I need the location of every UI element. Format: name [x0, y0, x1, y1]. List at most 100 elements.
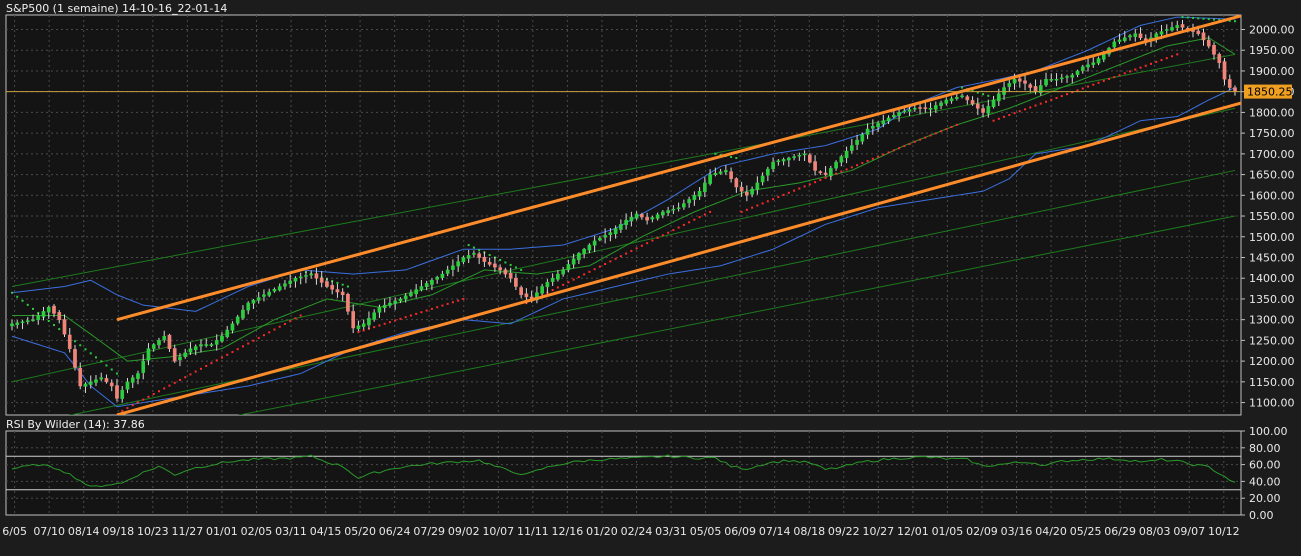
- candle-body: [886, 117, 891, 122]
- candle-body: [855, 139, 859, 145]
- y-tick-label: 2000.00: [1249, 24, 1295, 37]
- last-price-label: 1850.25: [1247, 86, 1293, 99]
- x-tick-label: 10/07: [482, 525, 514, 538]
- candle-body: [141, 360, 146, 373]
- sar-dot: [903, 145, 906, 148]
- sar-dot: [856, 164, 859, 167]
- sar-dot: [26, 303, 29, 306]
- sar-dot: [31, 307, 34, 310]
- sar-dot: [693, 218, 696, 221]
- candle-body: [870, 125, 875, 129]
- x-tick-label: 02/24: [621, 525, 653, 538]
- candle-body: [277, 286, 282, 291]
- sar-dot: [451, 301, 454, 304]
- candle-body: [487, 261, 492, 265]
- candle-body: [351, 311, 356, 329]
- sar-dot: [819, 179, 822, 182]
- rsi-panel: [5, 430, 1242, 516]
- sar-dot: [1039, 102, 1042, 105]
- candle-body: [1117, 39, 1122, 42]
- y-tick-label: 1350.00: [1249, 293, 1295, 306]
- sar-dot: [73, 340, 76, 343]
- candle-body: [183, 352, 188, 358]
- x-tick-label: 10/23: [137, 525, 169, 538]
- sar-dot: [215, 359, 218, 362]
- sar-dot: [1228, 19, 1231, 22]
- candle-body: [682, 203, 686, 208]
- candle-body: [981, 108, 985, 113]
- candle-body: [1028, 84, 1033, 88]
- candle-body: [739, 186, 744, 192]
- candle-body: [802, 153, 807, 156]
- sar-dot: [588, 270, 591, 273]
- candle-body: [382, 304, 387, 308]
- candle-body: [1206, 39, 1211, 47]
- candle-body: [750, 188, 754, 195]
- sar-dot: [1071, 91, 1074, 94]
- sar-dot: [472, 246, 475, 249]
- candle-body: [146, 348, 151, 361]
- x-tick-label: 09/02: [448, 525, 480, 538]
- candle-body: [204, 344, 209, 346]
- candle-body: [1154, 33, 1159, 38]
- candle-body: [960, 95, 964, 98]
- candle-body: [629, 216, 634, 222]
- candle-body: [94, 379, 98, 383]
- y-tick-label: 1300.00: [1249, 314, 1295, 327]
- candle-body: [356, 325, 361, 330]
- sar-dot: [1092, 83, 1095, 86]
- candle-body: [78, 367, 83, 387]
- sar-dot: [1218, 18, 1221, 21]
- candle-body: [519, 287, 523, 296]
- sar-dot: [157, 390, 160, 393]
- sar-dot: [541, 294, 544, 297]
- sar-dot: [399, 317, 402, 320]
- candle-body: [346, 293, 350, 312]
- y-tick-label: 1900.00: [1249, 65, 1295, 78]
- sar-dot: [178, 379, 181, 382]
- sar-dot: [593, 268, 596, 271]
- candle-body: [792, 156, 796, 158]
- sar-dot: [1003, 115, 1006, 118]
- sar-dot: [1139, 66, 1142, 69]
- sar-dot: [814, 181, 817, 184]
- sar-dot: [378, 324, 381, 327]
- channel-line: [116, 101, 1241, 415]
- sar-dot: [205, 364, 208, 367]
- y-tick-label: 1400.00: [1249, 272, 1295, 285]
- candle-body: [193, 346, 198, 351]
- sar-dot: [278, 325, 281, 328]
- sar-dot: [236, 348, 239, 351]
- candle-body: [1080, 66, 1085, 71]
- sar-dot: [567, 281, 570, 284]
- sar-dot: [630, 249, 633, 252]
- sar-dot: [430, 307, 433, 310]
- candle-body: [834, 161, 838, 169]
- sar-dot: [572, 278, 575, 281]
- y-tick-label: 1700.00: [1249, 148, 1295, 161]
- candle-body: [15, 322, 20, 326]
- sar-dot: [467, 244, 470, 247]
- sar-dot: [677, 226, 680, 229]
- candle-body: [298, 276, 303, 279]
- sar-dot: [714, 152, 717, 155]
- rsi-y-tick-label: 0.00: [1249, 509, 1274, 522]
- sar-dot: [110, 368, 113, 371]
- sar-dot: [147, 395, 150, 398]
- candle-body: [760, 175, 765, 183]
- sar-dot: [58, 328, 61, 331]
- candle-body: [445, 269, 450, 274]
- sar-dot: [866, 159, 869, 162]
- x-tick-label: 07/14: [759, 525, 791, 538]
- candle-body: [424, 283, 429, 287]
- candle-body: [456, 261, 460, 267]
- sar-dot: [782, 193, 785, 196]
- sar-dot: [478, 249, 481, 252]
- candle-body: [713, 172, 718, 175]
- sar-dot: [383, 322, 386, 325]
- candle-body: [1012, 78, 1017, 84]
- sar-dot: [777, 196, 780, 199]
- x-tick-label: 04/20: [1035, 525, 1067, 538]
- candle-body: [571, 258, 576, 265]
- sar-dot: [268, 331, 271, 334]
